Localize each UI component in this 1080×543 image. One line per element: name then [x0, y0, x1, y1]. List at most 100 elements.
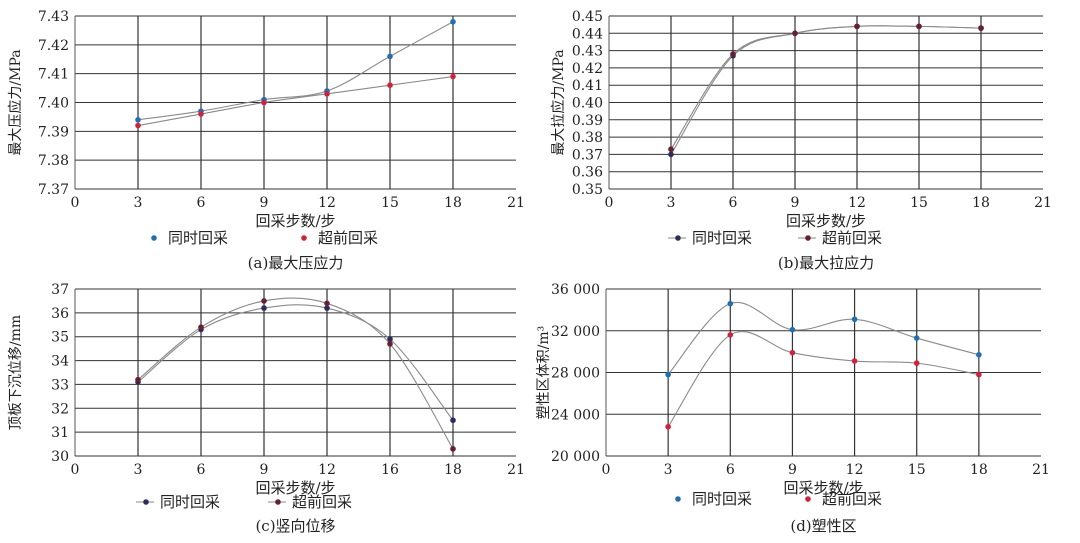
y-tick-label: 31: [51, 425, 69, 441]
y-tick-label: 0.41: [572, 78, 603, 94]
x-axis-label: 回采步数/步: [786, 212, 866, 230]
x-tick-label: 3: [134, 195, 143, 211]
data-point: [450, 73, 456, 80]
x-tick-label: 21: [1034, 195, 1052, 211]
legend-item: 超前回采: [798, 229, 882, 247]
y-tick-label: 24 000: [551, 407, 600, 423]
x-tick-label: 9: [260, 462, 269, 478]
data-point: [198, 324, 204, 330]
legend-marker: [675, 496, 681, 502]
x-tick-label: 16: [381, 462, 399, 478]
x-tick-label: 6: [197, 195, 206, 211]
y-tick-label: 0.42: [572, 61, 603, 77]
x-tick-label: 12: [318, 195, 336, 211]
y-tick-label: 0.35: [572, 182, 603, 198]
data-point: [387, 336, 393, 342]
y-tick-label: 37: [51, 282, 69, 298]
x-axis-label: 回采步数/步: [255, 479, 335, 497]
x-tick-label: 21: [507, 195, 525, 211]
y-tick-label: 28 000: [551, 366, 600, 382]
y-tick-label: 30: [51, 449, 69, 465]
data-point: [261, 305, 267, 311]
legend-item: 同时回采: [151, 229, 228, 247]
legend-item: 同时回采: [668, 229, 752, 247]
x-tick-label: 18: [444, 195, 462, 211]
x-tick-label: 12: [318, 462, 336, 478]
y-tick-label: 0.44: [572, 26, 603, 42]
y-tick-label: 0.37: [572, 147, 603, 163]
legend-label: 同时回采: [692, 490, 752, 508]
y-tick-label: 34: [51, 354, 69, 370]
x-tick-label: 15: [908, 462, 926, 478]
legend-item: 超前回采: [805, 490, 882, 508]
series-line-2: [137, 297, 454, 450]
y-tick-label: 33: [51, 377, 69, 393]
data-point: [851, 358, 858, 364]
y-tick-label: 7.39: [38, 124, 69, 140]
y-tick-label: 7.42: [38, 38, 69, 54]
data-point: [976, 351, 982, 358]
data-point: [450, 18, 456, 25]
x-tick-label: 12: [846, 462, 864, 478]
panel-caption: (b)最大拉应力: [778, 254, 874, 272]
legend-label: 同时回采: [692, 229, 752, 247]
series-line-1: [670, 25, 982, 155]
series-line-2: [137, 76, 454, 127]
legend-marker: [301, 235, 307, 241]
y-tick-label: 7.43: [38, 9, 69, 25]
data-point: [387, 53, 393, 60]
x-tick-label: 3: [134, 462, 143, 478]
data-point: [668, 146, 674, 153]
data-point: [913, 360, 920, 366]
legend-marker: [275, 499, 281, 505]
legend-item: 同时回采: [136, 493, 220, 511]
data-point: [324, 91, 330, 97]
x-tick-label: 0: [71, 462, 80, 478]
x-axis-label: 回采步数/步: [783, 479, 863, 497]
data-point: [261, 99, 267, 106]
x-tick-label: 3: [664, 462, 673, 478]
data-point: [668, 151, 674, 158]
panel-caption: (c)竖向位移: [255, 517, 335, 535]
legend-marker: [805, 235, 811, 241]
y-tick-label: 35: [51, 330, 69, 346]
legend-label: 超前回采: [292, 493, 352, 511]
x-tick-label: 21: [1032, 462, 1050, 478]
y-tick-label: 0.40: [572, 96, 603, 112]
y-tick-label: 0.39: [572, 113, 603, 129]
data-point: [387, 82, 393, 88]
y-tick-label: 36: [51, 306, 69, 322]
x-tick-label: 18: [970, 462, 988, 478]
x-tick-label: 9: [788, 462, 797, 478]
x-tick-label: 6: [197, 462, 206, 478]
data-point: [727, 300, 734, 307]
x-tick-label: 9: [260, 195, 269, 211]
y-tick-label: 7.38: [38, 153, 69, 169]
y-tick-label: 32 000: [551, 324, 600, 340]
x-tick-label: 0: [605, 195, 614, 211]
data-point: [665, 423, 671, 430]
legend-marker: [805, 496, 811, 502]
series-line-2: [670, 25, 982, 150]
y-tick-label: 7.37: [38, 182, 69, 198]
y-tick-label: 20 000: [551, 449, 600, 465]
x-axis-label: 回采步数/步: [255, 212, 335, 230]
data-point: [450, 417, 456, 424]
data-point: [854, 23, 860, 30]
data-point: [135, 122, 141, 129]
x-tick-label: 21: [507, 462, 525, 478]
data-point: [730, 51, 736, 57]
data-point: [976, 371, 982, 378]
legend-label: 同时回采: [160, 493, 220, 511]
panel-caption: (a)最大压应力: [248, 254, 344, 272]
legend-item: 超前回采: [301, 229, 378, 247]
x-tick-label: 6: [729, 195, 738, 211]
legend-label: 超前回采: [318, 229, 378, 247]
x-tick-label: 12: [848, 195, 866, 211]
data-point: [727, 332, 734, 338]
chart-panel-d: 20 000 24 000 28 000 32 000 36 000 0 3 6 9 12 15 18…: [536, 282, 1050, 535]
data-point: [665, 371, 671, 378]
data-point: [789, 349, 796, 356]
x-tick-label: 15: [910, 195, 928, 211]
